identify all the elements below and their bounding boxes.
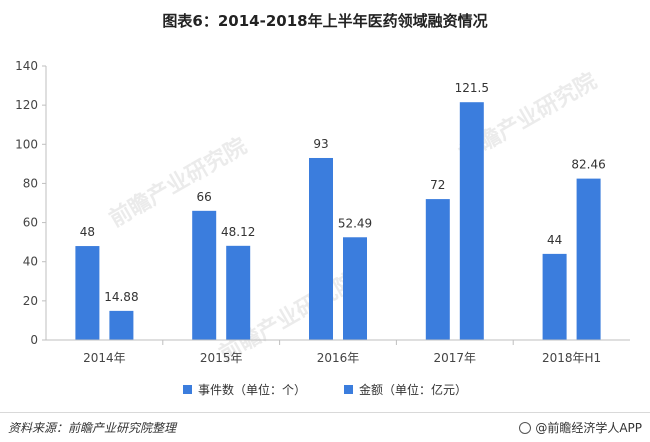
y-tick-label: 40 bbox=[23, 255, 38, 269]
legend-swatch-events bbox=[182, 385, 192, 394]
bar-events bbox=[309, 157, 333, 340]
bar-events bbox=[192, 210, 217, 340]
y-tick-label: 140 bbox=[15, 59, 38, 73]
legend-item-events: 事件数（单位：个） bbox=[182, 381, 306, 398]
x-axis: 2014年 2015年 2016年 2017年 2018年H1 bbox=[46, 339, 630, 365]
legend-label-amount: 金额（单位：亿元） bbox=[359, 383, 468, 397]
y-axis: 0 20 40 60 80 100 120 140 bbox=[15, 59, 47, 347]
data-label: 48.12 bbox=[221, 225, 255, 239]
data-label: 48 bbox=[80, 225, 95, 239]
data-label: 72 bbox=[430, 178, 445, 192]
data-label: 14.88 bbox=[104, 290, 138, 304]
bar-amount bbox=[576, 178, 601, 340]
chart-title: 图表6：2014-2018年上半年医药领域融资情况 bbox=[162, 12, 488, 30]
data-label: 52.49 bbox=[338, 216, 372, 230]
brand-text: @前瞻经济学人APP bbox=[535, 421, 642, 435]
bar-events bbox=[75, 246, 100, 340]
brand: @前瞻经济学人APP bbox=[519, 419, 642, 436]
bar-amount bbox=[226, 245, 251, 340]
bar-amount bbox=[109, 310, 134, 340]
bar-events bbox=[542, 253, 567, 340]
data-label: 93 bbox=[313, 137, 328, 151]
bar-amount bbox=[459, 102, 484, 340]
footer: 资料来源：前瞻产业研究院整理 @前瞻经济学人APP bbox=[0, 412, 650, 442]
x-tick-label: 2015年 bbox=[200, 351, 243, 365]
y-tick-label: 100 bbox=[15, 137, 38, 151]
x-tick-label: 2014年 bbox=[83, 351, 126, 365]
bar-chart: 0 20 40 60 80 100 120 140 48 14.88 66 48.12 93 52.49… bbox=[15, 59, 630, 365]
data-label: 66 bbox=[197, 190, 212, 204]
legend: 事件数（单位：个） 金额（单位：亿元） bbox=[0, 381, 650, 398]
x-tick-label: 2018年H1 bbox=[542, 351, 601, 365]
y-tick-label: 60 bbox=[23, 216, 38, 230]
bar-events bbox=[425, 199, 450, 340]
brand-logo-icon bbox=[519, 421, 532, 434]
x-tick-label: 2016年 bbox=[317, 351, 360, 365]
legend-item-amount: 金额（单位：亿元） bbox=[344, 381, 467, 398]
source-text: 资料来源：前瞻产业研究院整理 bbox=[8, 421, 177, 435]
x-tick-label: 2017年 bbox=[434, 351, 477, 365]
legend-swatch-amount bbox=[344, 385, 353, 394]
data-label: 44 bbox=[547, 233, 562, 247]
y-tick-label: 20 bbox=[23, 294, 38, 308]
bar-amount bbox=[343, 237, 367, 340]
legend-label-events: 事件数（单位：个） bbox=[197, 383, 306, 397]
y-tick-label: 0 bbox=[30, 333, 38, 347]
y-tick-label: 120 bbox=[15, 98, 38, 112]
y-tick-label: 80 bbox=[23, 176, 38, 190]
bars bbox=[75, 102, 601, 340]
data-label: 121.5 bbox=[455, 81, 489, 95]
data-label: 82.46 bbox=[571, 158, 605, 172]
data-labels: 48 14.88 66 48.12 93 52.49 72 121.5 44 82.46 bbox=[80, 81, 606, 304]
